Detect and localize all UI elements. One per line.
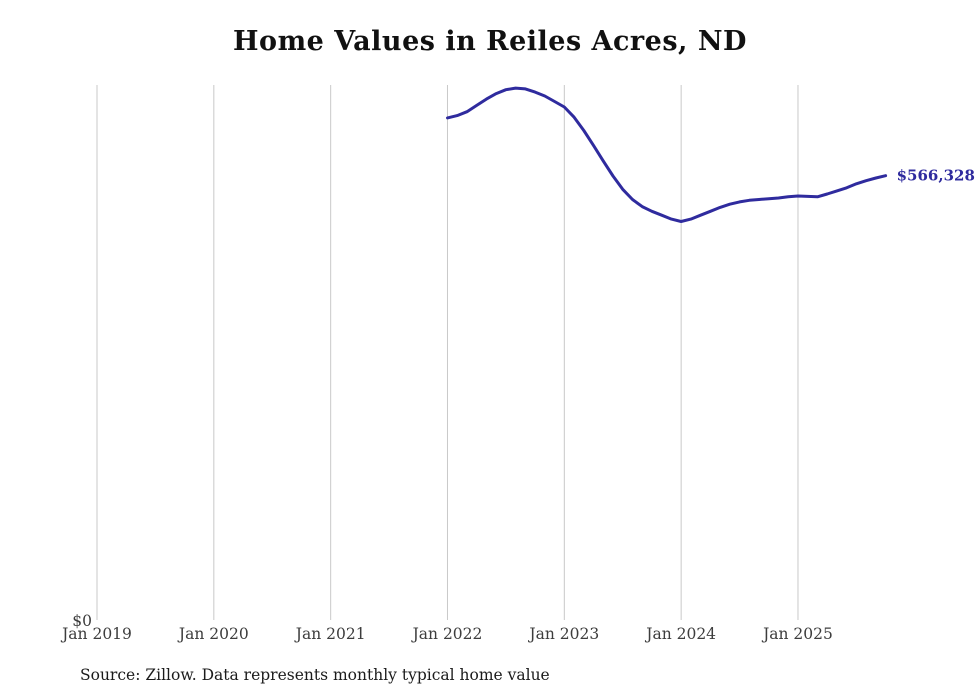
x-tick-label: Jan 2021 <box>294 625 366 643</box>
x-tick-label: Jan 2024 <box>644 625 716 643</box>
chart-title: Home Values in Reiles Acres, ND <box>233 26 747 57</box>
x-tick-label: Jan 2023 <box>527 625 599 643</box>
x-tick-label: Jan 2020 <box>177 625 249 643</box>
x-tick-label: Jan 2019 <box>60 625 132 643</box>
x-tick-label: Jan 2025 <box>761 625 833 643</box>
y-zero-label: $0 <box>72 612 92 630</box>
x-tick-label: Jan 2022 <box>411 625 483 643</box>
end-value-label: $566,328 <box>897 167 975 185</box>
home-value-line <box>446 86 888 223</box>
source-note: Source: Zillow. Data represents monthly … <box>80 666 550 684</box>
